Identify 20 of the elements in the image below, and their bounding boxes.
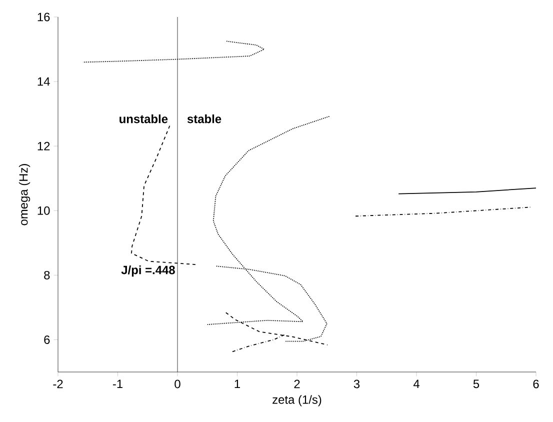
x-tick-label: 2 xyxy=(294,380,300,388)
x-tick-label: -2 xyxy=(53,380,63,388)
annotation: stable xyxy=(187,114,222,124)
y-axis-title: omega (Hz) xyxy=(18,164,30,226)
x-tick-label: 1 xyxy=(234,380,240,388)
annotation: J/pi =.448 xyxy=(121,265,175,277)
y-tick-label: 16 xyxy=(38,12,50,22)
x-tick-label: 0 xyxy=(174,380,180,388)
x-axis-title: zeta (1/s) xyxy=(272,395,322,406)
x-tick-label: 5 xyxy=(473,380,480,388)
x-tick-label: 6 xyxy=(533,380,539,388)
y-tick-label: 10 xyxy=(38,206,50,215)
y-tick-label: 12 xyxy=(38,142,50,150)
x-tick-label: -1 xyxy=(112,380,122,388)
x-tick-label: 4 xyxy=(413,380,420,388)
annotation: unstable xyxy=(120,114,168,124)
x-tick-label: 3 xyxy=(354,380,360,388)
y-tick-label: 14 xyxy=(38,77,50,86)
y-tick-label: 6 xyxy=(44,335,50,344)
y-tick-label: 8 xyxy=(44,270,50,280)
